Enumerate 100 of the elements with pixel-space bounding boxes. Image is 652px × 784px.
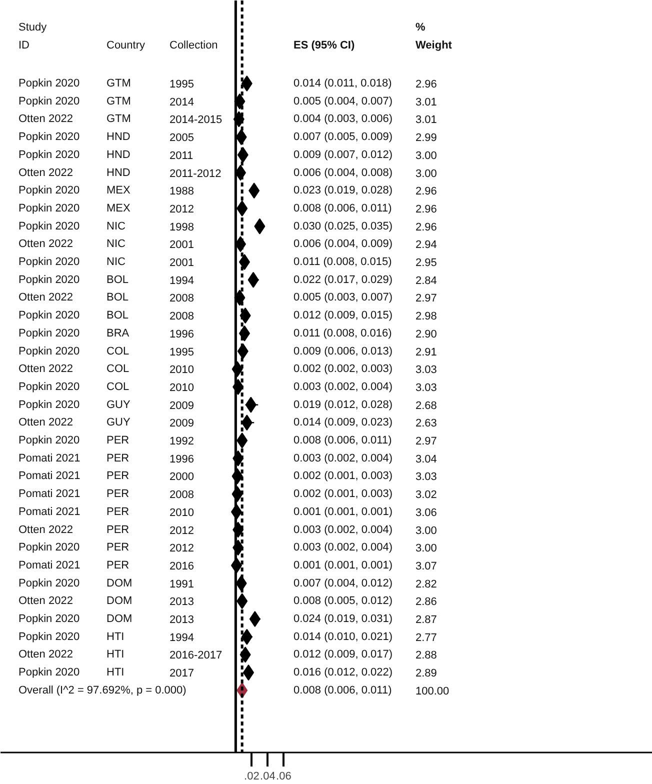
y-tick-label: Otten 2022 [18, 238, 73, 250]
annotation: 0.014 (0.011, 0.018) [294, 78, 392, 90]
text: Country [106, 40, 146, 52]
annotation: 0.011 (0.008, 0.016) [294, 327, 392, 340]
annotation: 2014 [170, 96, 194, 108]
annotation: 0.002 (0.001, 0.003) [294, 488, 393, 500]
y-tick-label: Popkin 2020 [18, 184, 80, 197]
annotation: 2001 [170, 257, 194, 269]
annotation: 0.009 (0.007, 0.012) [294, 148, 393, 161]
y-tick-label: Popkin 2020 [18, 666, 80, 679]
annotation: NIC [106, 256, 126, 268]
annotation: 0.004 (0.003, 0.006) [294, 113, 393, 126]
y-tick-label: Popkin 2020 [18, 274, 80, 286]
annotation: 2017 [170, 668, 194, 680]
annotation: 2000 [170, 471, 194, 484]
annotation: 1995 [170, 78, 194, 90]
y-tick-label: Popkin 2020 [18, 310, 80, 322]
annotation: 0.030 (0.025, 0.035) [294, 220, 393, 232]
annotation: GUY [106, 398, 131, 411]
annotation: COL [106, 345, 130, 358]
annotation: 3.07 [416, 560, 437, 572]
y-tick-label: Popkin 2020 [18, 345, 80, 358]
annotation: GTM [106, 78, 131, 90]
annotation: 0.006 (0.004, 0.009) [294, 238, 393, 250]
annotation: 3.00 [416, 150, 437, 162]
annotation: PER [106, 524, 130, 536]
annotation: 2.82 [416, 578, 437, 590]
annotation: 2.90 [416, 328, 437, 340]
annotation: 0.002 (0.001, 0.003) [294, 470, 393, 482]
annotation: 0.003 (0.002, 0.004) [294, 524, 393, 536]
y-tick-label: Otten 2022 [18, 363, 73, 376]
annotation: 0.002 (0.002, 0.003) [294, 363, 393, 376]
annotation: COL [106, 380, 130, 393]
annotation: 0.005 (0.004, 0.007) [294, 95, 393, 108]
annotation: 0.003 (0.002, 0.004) [294, 380, 393, 393]
y-tick-label: Popkin 2020 [18, 220, 80, 232]
y-tick-label: Pomati 2021 [18, 506, 80, 518]
annotation: 2012 [170, 203, 194, 216]
annotation: 0.014 (0.009, 0.023) [294, 416, 393, 429]
y-tick-label: Popkin 2020 [18, 398, 80, 411]
annotation: BRA [106, 327, 130, 340]
annotation: 0.003 (0.002, 0.004) [294, 452, 393, 464]
y-tick-label: Popkin 2020 [18, 95, 80, 108]
y-tick-label: Pomati 2021 [18, 559, 80, 572]
y-tick-label: Popkin 2020 [18, 131, 80, 144]
annotation: 2011-2012 [170, 168, 222, 180]
annotation: 0.006 (0.004, 0.008) [294, 166, 393, 179]
x-tick-label: .04 [260, 770, 276, 782]
annotation: 3.01 [416, 114, 437, 126]
annotation: 2.86 [416, 596, 437, 608]
annotation: 0.008 (0.006, 0.011) [294, 684, 392, 696]
y-tick-label: Otten 2022 [18, 524, 73, 536]
annotation: PER [106, 506, 130, 518]
annotation: 0.007 (0.004, 0.012) [294, 577, 393, 590]
annotation: 0.001 (0.001, 0.001) [294, 506, 393, 518]
annotation: 0.016 (0.012, 0.022) [294, 666, 393, 679]
annotation: PER [106, 452, 130, 464]
annotation: NIC [106, 220, 126, 232]
y-tick-label: Otten 2022 [18, 292, 73, 304]
x-tick-label: .02 [244, 770, 260, 782]
annotation: DOM [106, 595, 132, 608]
annotation: 0.022 (0.017, 0.029) [294, 274, 393, 286]
annotation: GTM [106, 113, 131, 126]
annotation: 0.023 (0.019, 0.028) [294, 184, 393, 197]
annotation: 0.009 (0.006, 0.013) [294, 345, 393, 358]
y-tick-label: Popkin 2020 [18, 630, 80, 643]
annotation: 3.03 [416, 364, 437, 376]
annotation: 1996 [170, 328, 194, 340]
annotation: MEX [106, 184, 131, 197]
annotation: 0.011 (0.008, 0.015) [294, 256, 392, 268]
annotation: 100.00 [416, 685, 450, 698]
annotation: 2.96 [416, 203, 437, 216]
annotation: 2.77 [416, 632, 437, 644]
annotation: PER [106, 470, 130, 482]
y-tick-label: Popkin 2020 [18, 577, 80, 590]
annotation: PER [106, 559, 130, 572]
annotation: 2.94 [416, 239, 437, 252]
y-tick-label: Otten 2022 [18, 595, 73, 608]
annotation: 1992 [170, 436, 194, 448]
y-tick-label: Otten 2022 [18, 416, 73, 429]
y-tick-label: Overall (I^2 = 97.692%, p = 0.000) [18, 684, 186, 696]
annotation: 0.008 (0.006, 0.011) [294, 202, 392, 214]
annotation: 2.87 [416, 614, 437, 626]
annotation: 2001 [170, 239, 194, 252]
annotation: 3.02 [416, 489, 437, 502]
annotation: DOM [106, 577, 132, 590]
y-tick-label: Otten 2022 [18, 113, 73, 126]
annotation: 1988 [170, 186, 194, 198]
annotation: BOL [106, 274, 129, 286]
annotation: GUY [106, 416, 131, 429]
annotation: 0.007 (0.005, 0.009) [294, 131, 393, 144]
annotation: 2010 [170, 382, 194, 394]
annotation: 3.00 [416, 524, 437, 537]
y-tick-label: Pomati 2021 [18, 488, 80, 500]
annotation: 0.008 (0.006, 0.011) [294, 434, 392, 446]
y-tick-label: Popkin 2020 [18, 256, 80, 268]
y-tick-label: Popkin 2020 [18, 148, 80, 161]
annotation: BOL [106, 310, 129, 322]
annotation: 2009 [170, 418, 194, 430]
annotation: 2.96 [416, 186, 437, 198]
